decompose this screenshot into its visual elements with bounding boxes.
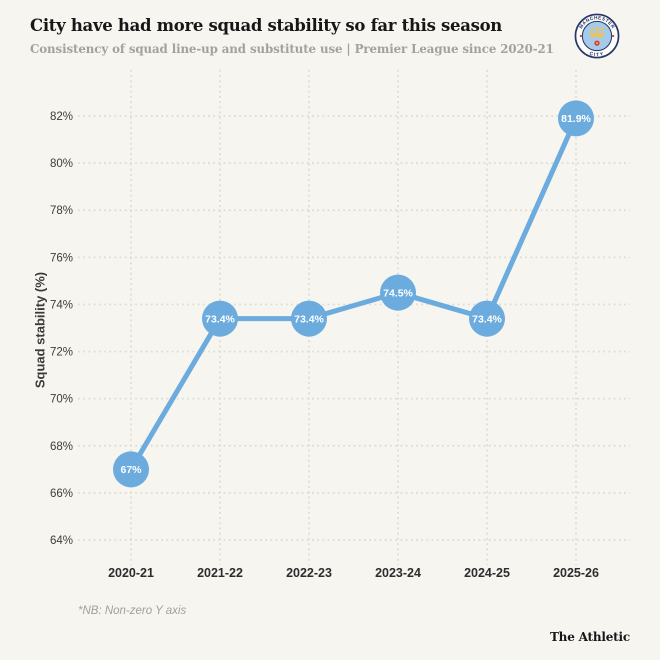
x-tick-label: 2021-22 [197,566,243,580]
data-point [469,300,505,337]
y-tick-label: 82% [50,111,73,123]
data-point [202,300,238,337]
x-tick-label: 2020-21 [108,566,154,580]
y-tick-label: 64% [50,535,73,547]
ship-icon [589,27,605,37]
page-title: City have had more squad stability so fa… [30,16,502,35]
data-point [113,451,149,488]
man-city-badge-icon: MANCHESTER CITY [574,13,620,59]
badge-right-rose-dot [611,34,615,38]
data-point [291,300,327,337]
y-axis-title: Squad stability (%) [32,271,48,389]
y-tick-label: 72% [50,347,73,359]
x-tick-label: 2025-26 [553,566,599,580]
x-tick-label: 2023-24 [375,566,421,580]
data-point-label: 73.4% [294,313,324,325]
rose-icon [594,40,600,46]
chart-footnote: *NB: Non-zero Y axis [78,605,187,617]
data-point-label: 81.9% [561,113,591,125]
y-tick-label: 80% [50,158,73,170]
data-point-label: 73.4% [472,313,502,325]
data-point-label: 73.4% [205,313,235,325]
x-tick-label: 2022-23 [286,566,332,580]
data-point [558,100,594,137]
y-tick-label: 66% [50,488,73,500]
y-tick-label: 74% [50,299,73,311]
data-point-label: 67% [120,464,142,476]
brand-wordmark: The Athletic [549,630,630,644]
data-point [380,274,416,311]
page-subtitle: Consistency of squad line-up and substit… [30,42,554,56]
x-tick-label: 2024-25 [464,566,510,580]
badge-text-city: CITY [589,51,606,58]
y-tick-label: 78% [50,205,73,217]
data-point-label: 74.5% [383,287,413,299]
y-tick-label: 70% [50,394,73,406]
badge-left-rose-dot [579,34,583,38]
y-tick-label: 76% [50,252,73,264]
y-tick-label: 68% [50,441,73,453]
trend-line [128,115,579,472]
